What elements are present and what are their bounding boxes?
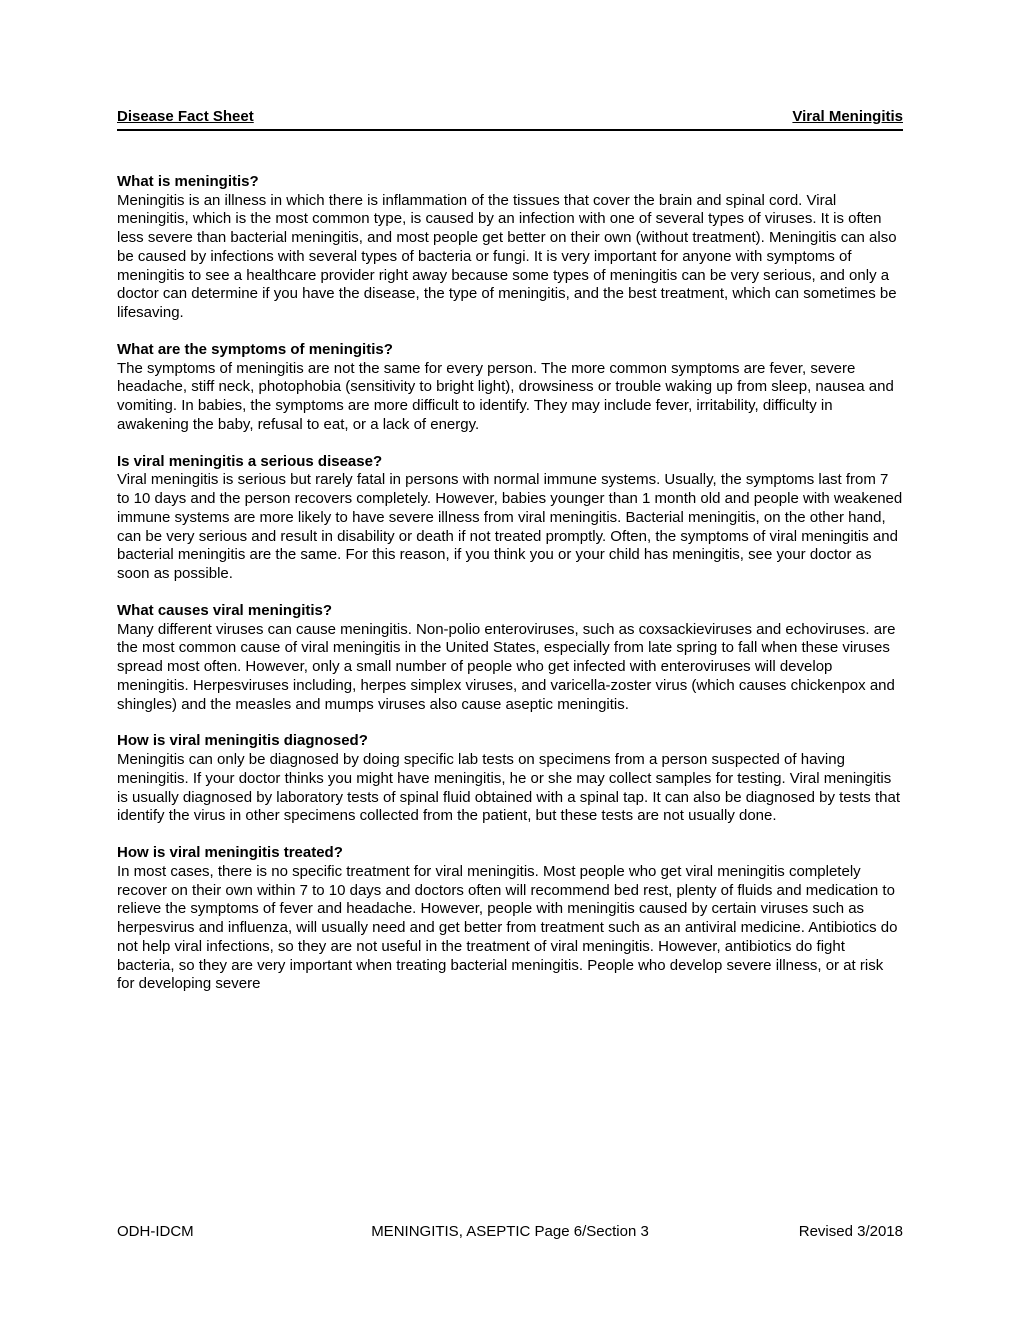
answer: Meningitis is an illness in which there … — [117, 192, 903, 323]
section-serious: Is viral meningitis a serious disease? V… — [117, 453, 903, 584]
section-symptoms: What are the symptoms of meningitis? The… — [117, 341, 903, 435]
question: What is meningitis? — [117, 173, 903, 192]
section-causes: What causes viral meningitis? Many diffe… — [117, 602, 903, 715]
header-row: Disease Fact Sheet Viral Meningitis — [117, 108, 903, 131]
page: Disease Fact Sheet Viral Meningitis What… — [0, 0, 1020, 1320]
answer: Many different viruses can cause meningi… — [117, 621, 903, 715]
footer-left: ODH-IDCM — [117, 1223, 194, 1242]
section-diagnosed: How is viral meningitis diagnosed? Menin… — [117, 732, 903, 826]
footer-right: Revised 3/2018 — [799, 1223, 903, 1242]
answer: Viral meningitis is serious but rarely f… — [117, 471, 903, 584]
section-what-is: What is meningitis? Meningitis is an ill… — [117, 173, 903, 323]
answer: In most cases, there is no specific trea… — [117, 863, 903, 994]
header-right: Viral Meningitis — [792, 108, 903, 127]
footer: MENINGITIS, ASEPTIC Page 6/Section 3 ODH… — [117, 1223, 903, 1242]
header-left: Disease Fact Sheet — [117, 108, 254, 127]
section-treated: How is viral meningitis treated? In most… — [117, 844, 903, 994]
question: Is viral meningitis a serious disease? — [117, 453, 903, 472]
question: How is viral meningitis treated? — [117, 844, 903, 863]
answer: The symptoms of meningitis are not the s… — [117, 360, 903, 435]
answer: Meningitis can only be diagnosed by doin… — [117, 751, 903, 826]
question: What causes viral meningitis? — [117, 602, 903, 621]
footer-center: MENINGITIS, ASEPTIC Page 6/Section 3 — [117, 1223, 903, 1242]
question: How is viral meningitis diagnosed? — [117, 732, 903, 751]
question: What are the symptoms of meningitis? — [117, 341, 903, 360]
